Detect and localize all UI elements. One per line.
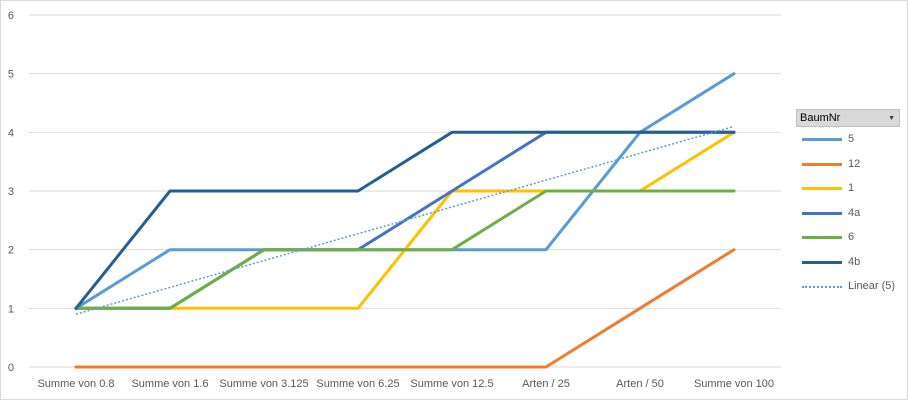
legend-swatch xyxy=(802,183,842,193)
legend: BaumNr ▼ 5 12 1 4a 6 4b Linear (5) xyxy=(796,109,900,299)
series-lines xyxy=(74,72,736,369)
legend-label: 6 xyxy=(848,231,855,244)
legend-swatch xyxy=(802,159,842,169)
series-line-6 xyxy=(74,189,736,310)
legend-swatch xyxy=(802,232,842,242)
legend-label: 4a xyxy=(848,206,861,219)
legend-item[interactable]: 1 xyxy=(796,176,900,201)
y-axis-tick-labels: 0 1 2 3 4 5 6 xyxy=(8,10,14,374)
dropdown-arrow-icon[interactable]: ▼ xyxy=(888,114,895,122)
x-tick-label: Summe von 0.8 xyxy=(37,378,114,390)
legend-item[interactable]: 4a xyxy=(796,201,900,226)
y-tick-label: 5 xyxy=(8,69,14,81)
legend-item[interactable]: 4b xyxy=(796,250,900,275)
y-tick-label: 2 xyxy=(8,245,14,257)
trendline-group xyxy=(75,125,735,315)
x-tick-label: Arten / 50 xyxy=(616,378,664,390)
series-line-12 xyxy=(74,248,736,369)
legend-label: 4b xyxy=(848,255,861,268)
legend-swatch xyxy=(802,257,842,267)
legend-item[interactable]: 6 xyxy=(796,225,900,250)
x-tick-label: Arten / 25 xyxy=(522,378,570,390)
legend-filter-button[interactable]: BaumNr ▼ xyxy=(796,109,900,127)
x-tick-label: Summe von 100 xyxy=(694,378,774,390)
y-tick-label: 1 xyxy=(8,303,14,315)
legend-swatch xyxy=(802,208,842,218)
legend-item[interactable]: 5 xyxy=(796,127,900,152)
legend-label: Linear (5) xyxy=(848,280,896,293)
legend-item[interactable]: Linear (5) xyxy=(796,274,900,299)
legend-item[interactable]: 12 xyxy=(796,152,900,177)
x-tick-label: Summe von 6.25 xyxy=(316,378,399,390)
x-axis-tick-labels: Summe von 0.8 Summe von 1.6 Summe von 3.12… xyxy=(37,378,774,390)
trendline xyxy=(75,125,735,315)
legend-title: BaumNr xyxy=(800,112,841,124)
legend-label: 12 xyxy=(848,157,861,170)
legend-label: 5 xyxy=(848,133,855,146)
y-tick-label: 3 xyxy=(8,186,14,198)
x-tick-label: Summe von 3.125 xyxy=(219,378,308,390)
y-tick-label: 6 xyxy=(8,10,14,22)
legend-swatch xyxy=(802,281,842,291)
y-tick-label: 4 xyxy=(8,127,14,139)
x-tick-label: Summe von 12.5 xyxy=(410,378,493,390)
series-line-4b xyxy=(74,130,736,310)
x-tick-label: Summe von 1.6 xyxy=(131,378,208,390)
legend-swatch xyxy=(802,134,842,144)
y-tick-label: 0 xyxy=(8,362,14,374)
series-line-4a xyxy=(74,130,736,310)
legend-label: 1 xyxy=(848,182,855,195)
